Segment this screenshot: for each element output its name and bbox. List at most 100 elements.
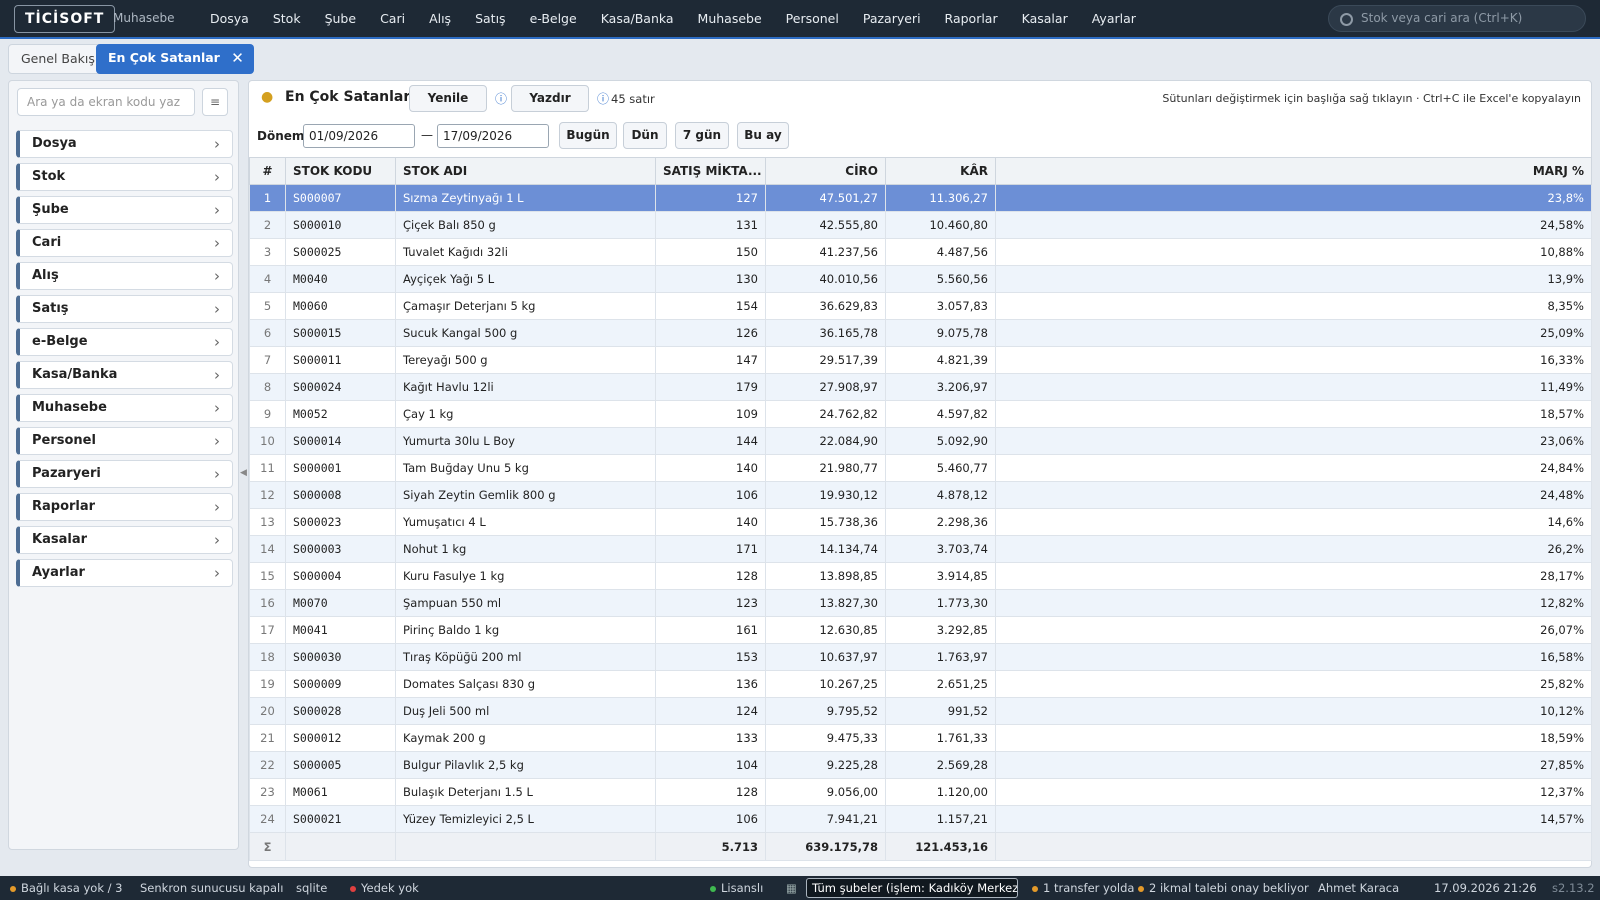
column-header[interactable]: # <box>249 157 286 185</box>
footer-symbol: Σ <box>249 832 286 861</box>
menu-item[interactable]: Alış <box>429 11 452 26</box>
table-cell: 171 <box>655 535 766 563</box>
sidebar-item[interactable]: Kasalar <box>16 526 233 554</box>
table-row[interactable]: 18 S000030 Tıraş Köpüğü 200 ml 153 10.637,97… <box>249 643 1592 671</box>
table-cell: 1.157,21 <box>885 805 996 833</box>
table-cell: 2.298,36 <box>885 508 996 536</box>
column-header[interactable]: SATIŞ MİKTA... <box>655 157 766 185</box>
status-item: 1 transfer yolda <box>1032 876 1134 900</box>
table-cell: 10 <box>249 427 286 455</box>
table-row[interactable]: 23 M0061 Bulaşık Deterjanı 1.5 L 128 9.056,0… <box>249 778 1592 806</box>
menu-item[interactable]: Şube <box>324 11 357 26</box>
menu-item[interactable]: Pazaryeri <box>862 11 921 26</box>
quick-period-button[interactable]: Dün <box>623 122 667 149</box>
column-header[interactable]: STOK ADI <box>395 157 656 185</box>
table-row[interactable]: 17 M0041 Pirinç Baldo 1 kg 161 12.630,85 3.29… <box>249 616 1592 644</box>
table-row[interactable]: 22 S000005 Bulgur Pilavlık 2,5 kg 104 9.225,… <box>249 751 1592 779</box>
table-cell: 14,57% <box>995 805 1592 833</box>
table-row[interactable]: 16 M0070 Şampuan 550 ml 123 13.827,30 1.773,3… <box>249 589 1592 617</box>
print-button[interactable]: Yazdır <box>511 85 589 112</box>
table-cell: M0040 <box>285 265 396 293</box>
sidebar-item[interactable]: Cari <box>16 229 233 257</box>
table-row[interactable]: 9 M0052 Çay 1 kg 109 24.762,82 4.597,82 18,57% <box>249 400 1592 428</box>
table-row[interactable]: 2 S000010 Çiçek Balı 850 g 131 42.555,80 10.4… <box>249 211 1592 239</box>
table-row[interactable]: 10 S000014 Yumurta 30lu L Boy 144 22.084,90 5… <box>249 427 1592 455</box>
menu-item[interactable]: e-Belge <box>529 11 577 26</box>
table-cell: S000030 <box>285 643 396 671</box>
sidebar-search[interactable]: Ara ya da ekran kodu yaz <box>17 88 195 116</box>
table-cell: 13 <box>249 508 286 536</box>
sidebar-item[interactable]: Muhasebe <box>16 394 233 422</box>
info-icon: ⓘ <box>597 92 610 106</box>
column-header[interactable]: STOK KODU <box>285 157 396 185</box>
sidebar-menu-toggle[interactable]: ≡ <box>202 88 228 116</box>
quick-period-button[interactable]: 7 gün <box>675 122 729 149</box>
tab-close[interactable]: ✕ <box>231 49 244 67</box>
table-row[interactable]: 5 M0060 Çamaşır Deterjanı 5 kg 154 36.629,83… <box>249 292 1592 320</box>
table-row[interactable]: 4 M0040 Ayçiçek Yağı 5 L 130 40.010,56 5.560,… <box>249 265 1592 293</box>
menu-item[interactable]: Kasalar <box>1021 11 1068 26</box>
table-row[interactable]: 19 S000009 Domates Salçası 830 g 136 10.267,… <box>249 670 1592 698</box>
table-cell: S000012 <box>285 724 396 752</box>
menu-item[interactable]: Kasa/Banka <box>600 11 674 26</box>
table-row[interactable]: 13 S000023 Yumuşatıcı 4 L 140 15.738,36 2.298… <box>249 508 1592 536</box>
table-row[interactable]: 15 S000004 Kuru Fasulye 1 kg 128 13.898,85 3.… <box>249 562 1592 590</box>
end-date[interactable]: 17/09/2026 <box>437 124 549 148</box>
collapse-handle[interactable]: ◀ <box>240 468 247 478</box>
table-cell: S000008 <box>285 481 396 509</box>
menu-item[interactable]: Cari <box>380 11 406 26</box>
table-row[interactable]: 12 S000008 Siyah Zeytin Gemlik 800 g 106 19.… <box>249 481 1592 509</box>
table-cell: 15 <box>249 562 286 590</box>
table-cell: 11.306,27 <box>885 184 996 212</box>
menu-item[interactable]: Muhasebe <box>697 11 762 26</box>
table-row[interactable]: 24 S000021 Yüzey Temizleyici 2,5 L 106 7.941… <box>249 805 1592 833</box>
table-row[interactable]: 20 S000028 Duş Jeli 500 ml 124 9.795,52 991,5… <box>249 697 1592 725</box>
menu-item[interactable]: Dosya <box>210 11 249 26</box>
table-cell: 161 <box>655 616 766 644</box>
table-row[interactable]: 3 S000025 Tuvalet Kağıdı 32li 150 41.237,56 4… <box>249 238 1592 266</box>
table-row[interactable]: 6 S000015 Sucuk Kangal 500 g 126 36.165,78 9.… <box>249 319 1592 347</box>
table-cell: 15.738,36 <box>765 508 886 536</box>
sidebar-item[interactable]: Raporlar <box>16 493 233 521</box>
table-cell: Sızma Zeytinyağı 1 L <box>395 184 656 212</box>
menu-item[interactable]: Raporlar <box>944 11 998 26</box>
table-cell: 18,57% <box>995 400 1592 428</box>
menu-item[interactable]: Ayarlar <box>1091 11 1136 26</box>
sidebar-item[interactable]: Satış <box>16 295 233 323</box>
table-cell: 17 <box>249 616 286 644</box>
column-header[interactable]: MARJ % <box>995 157 1592 185</box>
start-date[interactable]: 01/09/2026 <box>303 124 415 148</box>
sidebar-item[interactable]: Alış <box>16 262 233 290</box>
table-row[interactable]: 14 S000003 Nohut 1 kg 171 14.134,74 3.703,74 2… <box>249 535 1592 563</box>
sidebar-item[interactable]: e-Belge <box>16 328 233 356</box>
sidebar-item[interactable]: Pazaryeri <box>16 460 233 488</box>
sidebar-item[interactable]: Dosya <box>16 130 233 158</box>
table-row[interactable]: 8 S000024 Kağıt Havlu 12li 179 27.908,97 3.20… <box>249 373 1592 401</box>
logo[interactable]: TİCİSOFT <box>14 5 116 33</box>
table-cell: 13.827,30 <box>765 589 886 617</box>
column-header[interactable]: CİRO <box>765 157 886 185</box>
branch-select[interactable]: Tüm şubeler (işlem: Kadıköy Merkez) <box>806 878 1018 898</box>
column-header[interactable]: KÂR <box>885 157 996 185</box>
table-cell: 109 <box>655 400 766 428</box>
table-row[interactable]: 21 S000012 Kaymak 200 g 133 9.475,33 1.761,33… <box>249 724 1592 752</box>
footer-cell <box>285 832 396 861</box>
table-row[interactable]: 1 S000007 Sızma Zeytinyağı 1 L 127 47.501,27… <box>249 184 1592 212</box>
tab[interactable]: Genel Bakış <box>8 44 108 74</box>
tab[interactable]: En Çok Satanlar ✕ <box>96 44 254 74</box>
sidebar-item[interactable]: Personel <box>16 427 233 455</box>
menu-item[interactable]: Personel <box>785 11 839 26</box>
sidebar-item[interactable]: Stok <box>16 163 233 191</box>
sidebar-item[interactable]: Şube <box>16 196 233 224</box>
sidebar-item[interactable]: Kasa/Banka <box>16 361 233 389</box>
table-row[interactable]: 7 S000011 Tereyağı 500 g 147 29.517,39 4.821,… <box>249 346 1592 374</box>
menu-item[interactable]: Satış <box>475 11 506 26</box>
quick-period-button[interactable]: Bugün <box>559 122 617 149</box>
refresh-button[interactable]: Yenile <box>409 85 487 112</box>
table-cell: Bulgur Pilavlık 2,5 kg <box>395 751 656 779</box>
menu-item[interactable]: Stok <box>272 11 301 26</box>
quick-period-button[interactable]: Bu ay <box>737 122 789 149</box>
table-row[interactable]: 11 S000001 Tam Buğday Unu 5 kg 140 21.980,77… <box>249 454 1592 482</box>
global-search[interactable]: Stok veya cari ara (Ctrl+K) <box>1328 5 1586 32</box>
sidebar-item[interactable]: Ayarlar <box>16 559 233 587</box>
